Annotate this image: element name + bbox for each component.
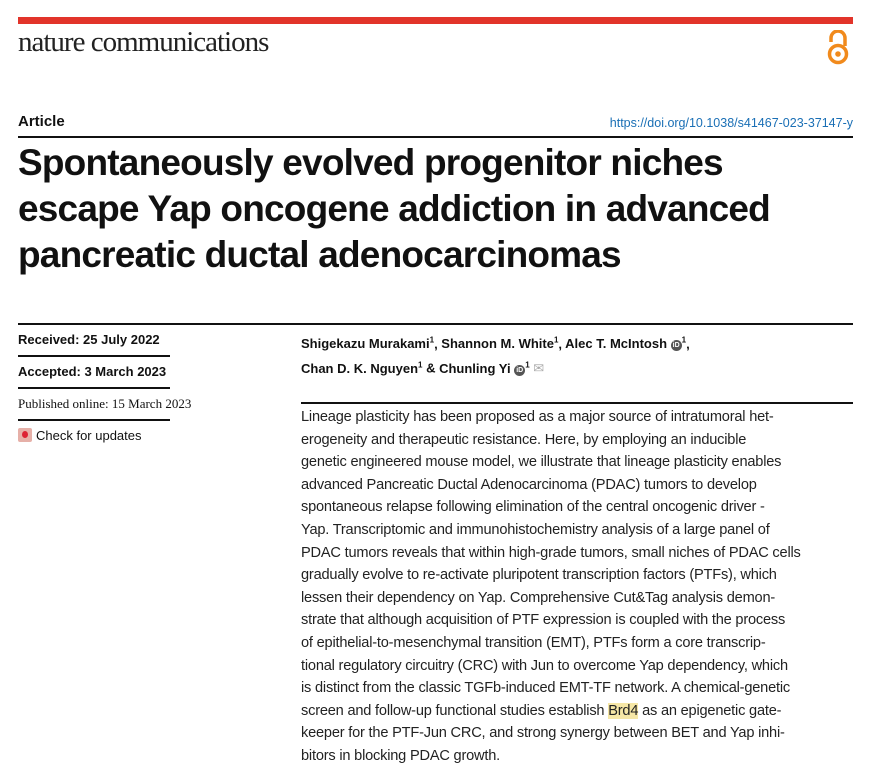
author[interactable]: Shigekazu Murakami1 <box>301 336 435 352</box>
orcid-icon[interactable]: iD <box>670 340 682 352</box>
abstract-line: bitors in blocking PDAC growth. <box>301 747 501 764</box>
abstract-line: strate that although acquisition of PTF … <box>301 612 786 629</box>
article-title: Spontaneously evolved progenitor niches … <box>18 140 771 278</box>
divider <box>18 387 170 389</box>
divider <box>18 323 853 325</box>
abstract-line: genetic engineered mouse model, we illus… <box>301 454 782 471</box>
title-line: Spontaneously evolved progenitor niches <box>18 142 724 183</box>
published-date: Published online: 15 March 2023 <box>18 396 192 411</box>
abstract-line: screen and follow-up functional studies … <box>301 702 782 719</box>
check-updates-label: Check for updates <box>36 428 142 443</box>
abstract-line: tional regulatory circuitry (CRC) with J… <box>301 657 788 674</box>
abstract-line: PDAC tumors reveals that within high-gra… <box>301 544 801 561</box>
abstract: Lineage plasticity has been proposed as … <box>301 406 801 768</box>
author[interactable]: Chan D. K. Nguyen1 <box>301 360 423 376</box>
received-date: Received: 25 July 2022 <box>18 332 160 347</box>
abstract-line: is distinct from the classic TGFb-induce… <box>301 680 790 697</box>
author-list: Shigekazu Murakami1, Shannon M. White1, … <box>301 336 690 376</box>
open-access-icon <box>827 30 849 65</box>
highlighted-term: Brd4 <box>608 702 639 719</box>
abstract-line: erogeneity and therapeutic resistance. H… <box>301 431 747 448</box>
article-type: Article <box>18 113 65 130</box>
title-line: pancreatic ductal adenocarcinomas <box>18 234 622 275</box>
email-icon[interactable]: ✉ <box>533 360 545 376</box>
title-line: escape Yap oncogene addiction in advance… <box>18 188 771 229</box>
accepted-date: Accepted: 3 March 2023 <box>18 364 167 379</box>
orcid-icon[interactable]: iD <box>514 364 526 376</box>
abstract-line: Lineage plasticity has been proposed as … <box>301 409 774 425</box>
author[interactable]: Alec T. McIntosh iD1 <box>565 336 687 352</box>
abstract-line: advanced Pancreatic Ductal Adenocarcinom… <box>301 476 757 493</box>
check-for-updates-button[interactable]: Check for updates <box>18 428 142 443</box>
author[interactable]: Chunling Yi iD1 <box>439 360 530 376</box>
abstract-line: gradually evolve to re-activate pluripot… <box>301 567 777 584</box>
divider <box>301 402 853 404</box>
divider <box>18 355 170 357</box>
divider <box>18 136 853 138</box>
abstract-line: lessen their dependency on Yap. Comprehe… <box>301 589 776 606</box>
journal-accent-bar <box>18 17 853 24</box>
abstract-line: Yap. Transcriptomic and immunohistochemi… <box>301 521 770 538</box>
abstract-line: of epithelial-to-mesenchymal transition … <box>301 634 766 651</box>
abstract-line: keeper for the PTF-Jun CRC, and strong s… <box>301 725 785 742</box>
abstract-line: spontaneous relapse following eliminatio… <box>301 499 765 516</box>
doi-link[interactable]: https://doi.org/10.1038/s41467-023-37147… <box>609 116 853 130</box>
journal-name: nature communications <box>18 26 269 58</box>
divider <box>18 419 170 421</box>
check-updates-icon <box>18 428 32 442</box>
author[interactable]: Shannon M. White1 <box>441 336 559 352</box>
